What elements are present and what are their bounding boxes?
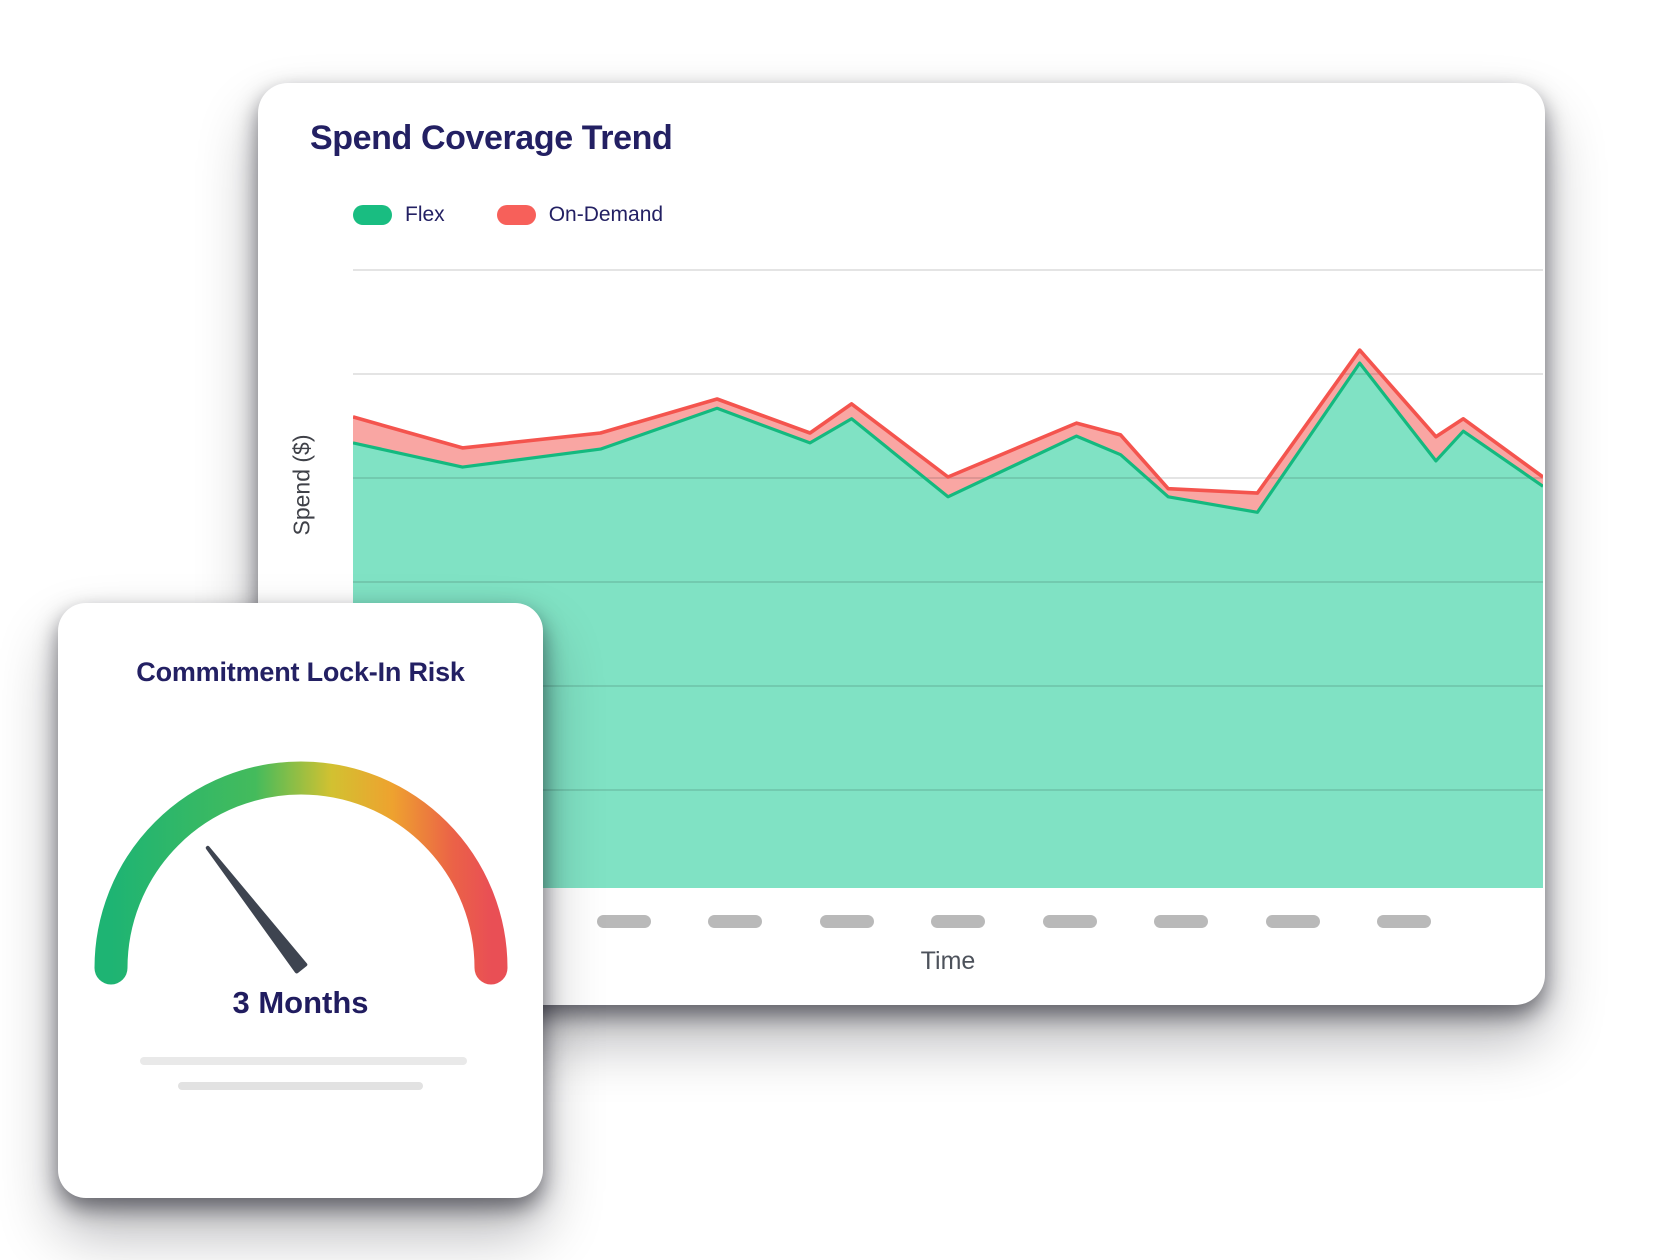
risk-gauge [94,761,508,985]
x-axis-label: Time [920,947,976,975]
legend-label-on-demand: On-Demand [548,203,664,226]
on-demand-swatch-icon [496,205,536,225]
x-tick-dash [931,915,985,928]
x-tick-dash [1377,915,1431,928]
chart-title: Spend Coverage Trend [310,119,673,157]
y-axis-label: Spend ($) [288,434,315,536]
x-tick-dash [1154,915,1208,928]
skeleton-line-1 [140,1057,467,1065]
legend-label-flex: Flex [405,203,445,226]
gauge-needle [205,845,308,974]
legend-item-flex: Flex [353,203,445,227]
flex-area [353,363,1543,888]
x-tick-dash [596,915,651,928]
gauge-card: Commitment Lock-In Risk 3 Months [58,603,543,1198]
flex-swatch-icon [353,205,392,225]
x-tick-dash [819,915,874,928]
on-demand-line [353,348,1543,495]
spend-trend-area-chart [353,269,1543,888]
gauge-title: Commitment Lock-In Risk [136,657,465,687]
legend: Flex On-Demand [353,203,663,227]
on-demand-band [353,350,1543,513]
flex-line [353,361,1543,514]
gauge-arc [94,761,508,985]
legend-item-on-demand: On-Demand [496,203,664,227]
x-tick-dash [1042,915,1097,928]
x-tick-dash [1265,915,1320,928]
gauge-value: 3 Months [232,985,369,1020]
skeleton-line-2 [178,1082,423,1090]
x-tick-dash [708,915,762,928]
